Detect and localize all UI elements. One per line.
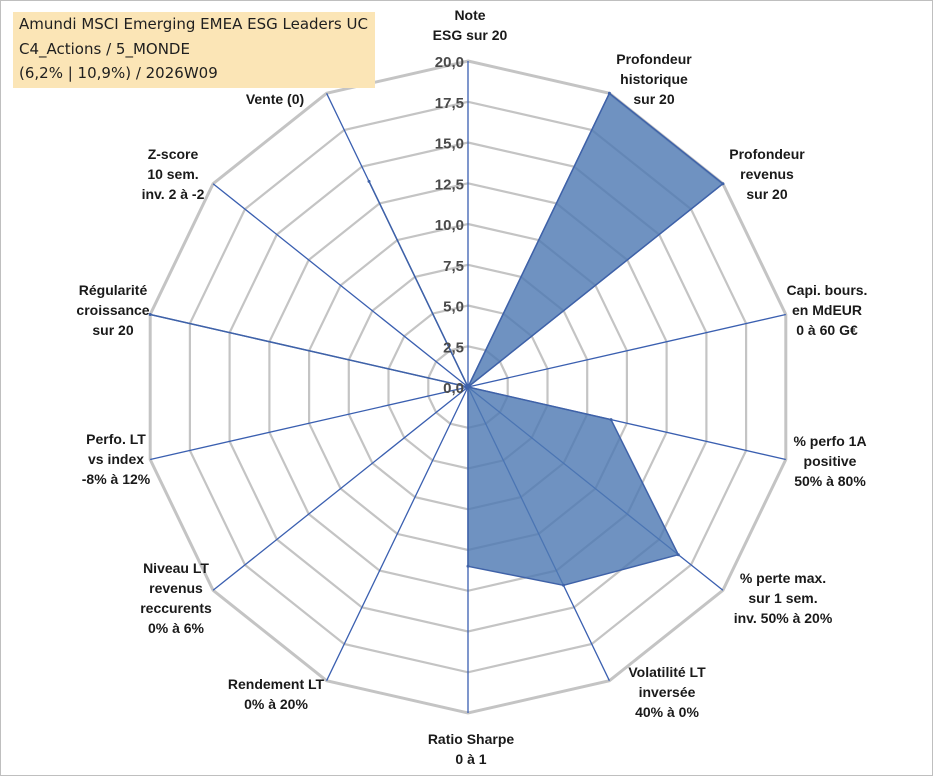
axis-label-line: Note — [454, 7, 485, 23]
axis-label-line: inversée — [639, 684, 696, 700]
axis-label-line: Rendement LT — [228, 676, 325, 692]
axis-label: Niveau LT revenus reccurents 0% à 6% — [140, 560, 212, 636]
axis-label: Profondeur historique sur 20 — [616, 51, 692, 107]
axis-label-line: Volatilité LT — [628, 664, 706, 680]
axis-label-line: inv. 50% à 20% — [734, 610, 833, 626]
axis-label-line: en MdEUR — [792, 302, 862, 318]
chart-title-line-3: (6,2% | 10,9%) / 2026W09 — [19, 64, 218, 82]
axis-label: Capi. bours. en MdEUR 0 à 60 G€ — [787, 282, 868, 338]
axis-label: Régularité croissance sur 20 — [76, 282, 149, 338]
axis-label-line: vs index — [88, 451, 144, 467]
axis-label-line: Profondeur — [729, 146, 805, 162]
chart-title-line-2: C4_Actions / 5_MONDE — [19, 40, 190, 58]
series-point — [148, 313, 152, 316]
axis-label-line: % perte max. — [740, 570, 826, 586]
axis-label-line: -8% à 12% — [82, 471, 151, 487]
axis-label-line: 0% à 20% — [244, 696, 308, 712]
axis-label-line: 10 sem. — [147, 166, 198, 182]
axis-label-line: revenus — [740, 166, 794, 182]
series-point — [367, 179, 371, 183]
axis-label-line: Perfo. LT — [86, 431, 146, 447]
axis-label: % perte max. sur 1 sem. inv. 50% à 20% — [734, 570, 833, 626]
series-point — [562, 583, 565, 587]
axis-label-line: Ratio Sharpe — [428, 731, 515, 747]
tick-label: 15,0 — [435, 136, 464, 153]
tick-label: 20,0 — [435, 54, 464, 71]
axis-label-line: ESG sur 20 — [433, 27, 508, 43]
axis-label: % perfo 1A positive 50% à 80% — [793, 433, 866, 489]
axis-label: Note ESG sur 20 — [433, 7, 508, 43]
axis-label-line: 0 à 1 — [455, 751, 486, 767]
axis-label-line: 0 à 60 G€ — [796, 322, 858, 338]
axis-label-line: Régularité — [79, 282, 148, 298]
axis-label-line: 50% à 80% — [794, 473, 866, 489]
radar-spoke — [212, 183, 469, 388]
tick-label: 2,5 — [443, 339, 464, 356]
axis-label: Ratio Sharpe 0 à 1 — [428, 731, 515, 767]
axis-label: Profondeur revenus sur 20 — [729, 146, 805, 202]
axis-label-line: historique — [620, 71, 688, 87]
axis-label-line: 0% à 6% — [148, 620, 205, 636]
axis-label: Volatilité LT inversée 40% à 0% — [628, 664, 706, 720]
axis-label-line: positive — [804, 453, 857, 469]
axis-label-line: croissance — [76, 302, 149, 318]
radar-spoke — [467, 313, 786, 388]
series-point — [466, 564, 470, 568]
axis-label-line: sur 20 — [746, 186, 787, 202]
chart-title-line-1: Amundi MSCI Emerging EMEA ESG Leaders UC — [19, 15, 368, 33]
tick-label: 7,5 — [443, 258, 464, 275]
axis-label-line: inv. 2 à -2 — [142, 186, 205, 202]
axis-label-line: sur 1 sem. — [748, 590, 817, 606]
radar-spoke — [150, 386, 469, 461]
radar-tick-labels: 0,0 2,5 5,0 7,5 10,0 12,5 15,0 17,5 20,0 — [435, 54, 464, 397]
series-point — [721, 182, 725, 186]
axis-label-line: Profondeur — [616, 51, 692, 67]
tick-label: 12,5 — [435, 176, 464, 193]
axis-label: Rendement LT 0% à 20% — [228, 676, 325, 712]
axis-label-line: revenus — [149, 580, 203, 596]
tick-label: 17,5 — [435, 95, 464, 112]
axis-label-line: Vente (0) — [246, 91, 304, 107]
tick-label: 5,0 — [443, 299, 464, 316]
axis-label-line: Niveau LT — [143, 560, 209, 576]
axis-label-line: sur 20 — [633, 91, 674, 107]
chart-title-box: Amundi MSCI Emerging EMEA ESG Leaders UC… — [13, 12, 375, 88]
radar-axis-labels: Note ESG sur 20 Profondeur historique sur 20… — [76, 7, 867, 767]
axis-label: Z-score 10 sem. inv. 2 à -2 — [142, 146, 205, 202]
axis-label-line: Capi. bours. — [787, 282, 868, 298]
radar-series — [148, 91, 725, 587]
tick-label: 0,0 — [443, 380, 464, 397]
series-point — [609, 418, 613, 422]
series-point — [676, 553, 680, 557]
axis-label-line: sur 20 — [92, 322, 133, 338]
series-point — [607, 91, 611, 95]
axis-label-line: Z-score — [148, 146, 199, 162]
axis-label: Perfo. LT vs index -8% à 12% — [82, 431, 151, 487]
axis-label-line: reccurents — [140, 600, 212, 616]
series-point — [466, 385, 470, 389]
radar-spoke — [326, 386, 469, 681]
radar-spoke — [212, 386, 469, 591]
tick-label: 10,0 — [435, 217, 464, 234]
axis-label-line: 40% à 0% — [635, 704, 699, 720]
axis-label-line: % perfo 1A — [793, 433, 866, 449]
